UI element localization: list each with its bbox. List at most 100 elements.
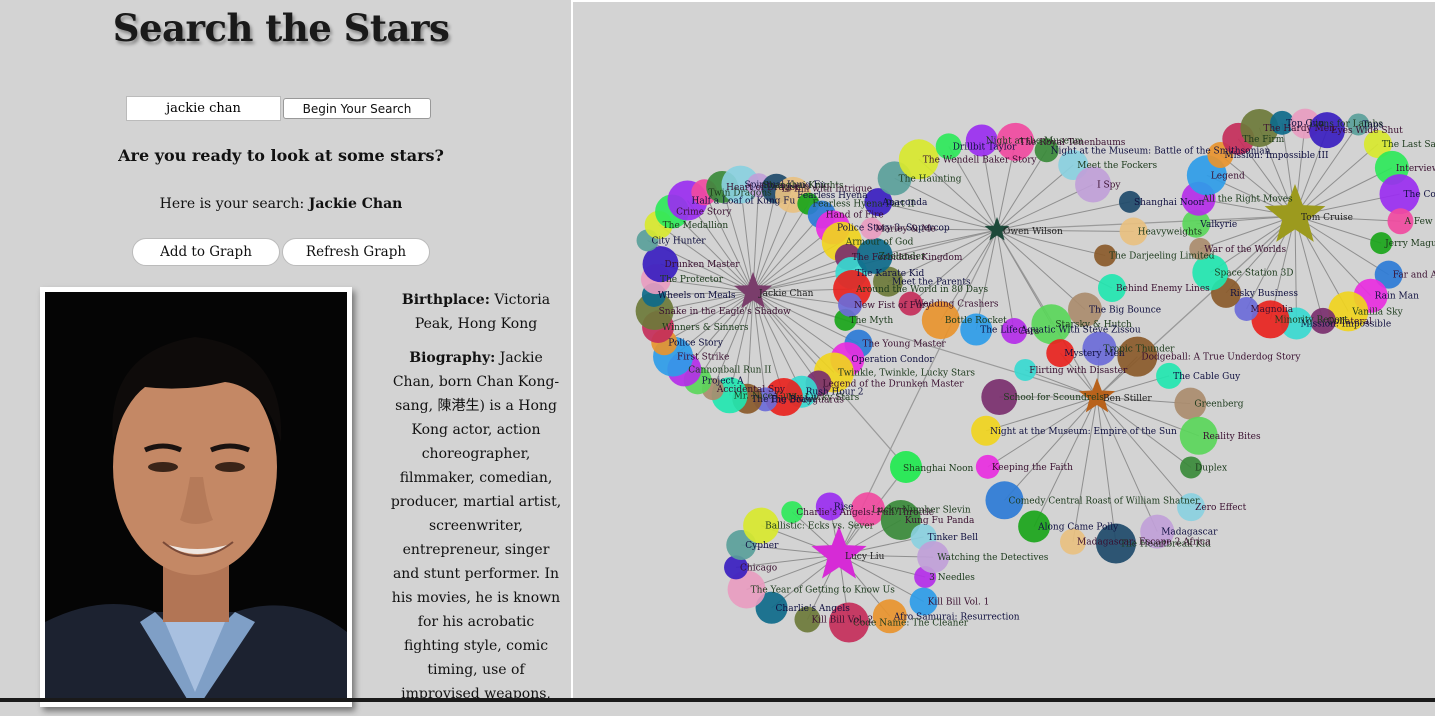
movie-label: The Myth (849, 316, 893, 326)
search-panel: Search the Stars Begin Your Search Are y… (0, 0, 572, 702)
search-summary: Here is your search: Jackie Chan (0, 196, 562, 212)
biography-row: Biography: Jackie Chan, born Chan Kong-s… (390, 346, 562, 706)
movie-label: I Spy (1097, 180, 1121, 190)
search-input[interactable] (126, 96, 281, 121)
movie-label: Legend (1211, 171, 1245, 181)
movie-label: Minority Report (1274, 315, 1348, 325)
movie-label: Chicago (740, 563, 777, 573)
movie-label: Cypher (745, 541, 779, 551)
birthplace-row: Birthplace: Victoria Peak, Hong Kong (390, 288, 562, 336)
movie-label: The Big Bounce (1089, 306, 1161, 316)
movie-label: All the Right Moves (1202, 195, 1293, 205)
movie-link (997, 202, 1130, 230)
movie-label: Tinker Bell (928, 533, 978, 543)
movie-label: War of the Worlds (1204, 245, 1286, 255)
movie-label: The Cable Guy (1173, 372, 1241, 382)
movie-label: Heavyweights (1138, 227, 1203, 237)
movie-label: Twinkle, Twinkle, Lucky Stars (838, 369, 976, 379)
movie-label: Reality Bites (1203, 432, 1261, 442)
movie-label: The Last Samurai (1382, 140, 1435, 150)
movie-label: Magnolia (1250, 305, 1293, 315)
actor-label: Ben Stiller (1103, 394, 1152, 404)
movie-label: Mission: Impossible III (1224, 151, 1329, 161)
movie-label: Ballistic: Ecks vs. Sever (765, 522, 875, 532)
movie-label: Along Came Polly (1037, 522, 1119, 532)
movie-link (997, 230, 1085, 310)
movie-label: Charlie's Angels (776, 604, 851, 614)
actor-label: Tom Cruise (1301, 213, 1353, 223)
movie-label: The Haunting (899, 174, 962, 184)
biography-text: Jackie Chan, born Chan Kong-sang, 陳港生) i… (391, 350, 561, 702)
movie-label: The Firm (1242, 135, 1284, 145)
movie-label: 3 Needles (929, 573, 975, 583)
movie-label: Police Story (668, 338, 724, 348)
movie-label: Madagascar: Escape 2 Africa (1077, 538, 1211, 548)
actor-portrait (40, 287, 352, 707)
prompt-heading: Are you ready to look at some stars? (0, 146, 562, 165)
movie-label: The Wendell Baker Story (923, 155, 1038, 165)
movie-label: Valkyrie (1199, 220, 1237, 230)
movie-label: Wedding Crashers (915, 300, 999, 310)
movie-label: First Strike (677, 353, 729, 363)
movie-link (1097, 397, 1191, 507)
movie-label: Shanghai Noon (903, 464, 973, 474)
movie-label: The Darjeeling Limited (1109, 251, 1215, 261)
movie-label: Armour of God (845, 238, 914, 248)
movie-link (753, 292, 847, 359)
movie-label: Risky Business (1230, 289, 1298, 299)
add-to-graph-button[interactable]: Add to Graph (132, 238, 280, 266)
movie-label: The Medallion (663, 221, 729, 231)
movie-label: The Life Aquatic With Steve Zissou (980, 326, 1141, 336)
birthplace-label: Birthplace: (402, 292, 490, 308)
movie-label: Comedy Central Roast of William Shatner (1008, 496, 1200, 506)
bio-section: Birthplace: Victoria Peak, Hong Kong Bio… (390, 288, 562, 716)
begin-search-button[interactable]: Begin Your Search (283, 98, 431, 119)
movie-label: Space Station 3D (1214, 268, 1293, 278)
movie-link (1295, 216, 1296, 324)
movie-link (753, 204, 808, 292)
movie-label: City Hunter (652, 236, 707, 246)
movie-label: Project A (702, 376, 744, 386)
app-title: Search the Stars (0, 6, 562, 50)
movie-label: Rise (834, 502, 854, 512)
movie-label: A Few Good Men (1403, 217, 1435, 227)
movie-label: Jerry Maguire (1384, 239, 1435, 249)
movie-label: Shanghai Noon (1134, 198, 1204, 208)
actor-label: Jackie Chan (758, 289, 814, 299)
movie-label: Wheels on Meals (658, 291, 736, 301)
movie-label: Keeping the Faith (992, 463, 1073, 473)
movie-link (1034, 397, 1097, 526)
movie-label: Drunken Master (665, 260, 741, 270)
movie-label: Anaconda (881, 198, 928, 208)
movie-label: Kill Bill Vol. 1 (928, 598, 990, 608)
biography-label: Biography: (409, 350, 495, 366)
movie-link (1004, 397, 1097, 500)
movie-label: Lucky Number Slevin (872, 505, 971, 515)
refresh-graph-button[interactable]: Refresh Graph (282, 238, 430, 266)
movie-label: Duplex (1195, 463, 1227, 473)
bottom-bar (0, 698, 1435, 702)
movie-label: Hand of Fire (826, 211, 884, 221)
movie-label: Far and Away (1393, 271, 1435, 281)
movie-label: Snake in the Eagle's Shadow (659, 307, 791, 317)
movie-label: Dodgeball: A True Underdog Story (1141, 353, 1301, 363)
movie-label: Kill Bill Vol. 2 (811, 615, 873, 625)
movie-label: Behind Enemy Lines (1116, 284, 1210, 294)
movie-label: Winners & Sinners (662, 323, 749, 333)
movie-label: Meet the Fockers (1077, 161, 1157, 171)
movie-label: Bottle Rocket (945, 316, 1007, 326)
movie-link (1073, 397, 1097, 542)
movie-label: Meet the Parents (892, 278, 971, 288)
movie-label: Interview with the Vampire (1396, 164, 1435, 174)
actor-label: Owen Wilson (1003, 227, 1063, 237)
search-summary-prefix: Here is your search: (160, 196, 305, 212)
movie-label: Zoolander (879, 252, 926, 262)
movie-label: Night at the Museum: Empire of the Sun (990, 427, 1177, 437)
movie-label: Greenberg (1194, 400, 1243, 410)
movie-label: Flirting with Disaster (1029, 366, 1128, 376)
movie-label: Zero Effect (1195, 503, 1246, 513)
movie-label: School for Scoundrels (1003, 393, 1104, 403)
